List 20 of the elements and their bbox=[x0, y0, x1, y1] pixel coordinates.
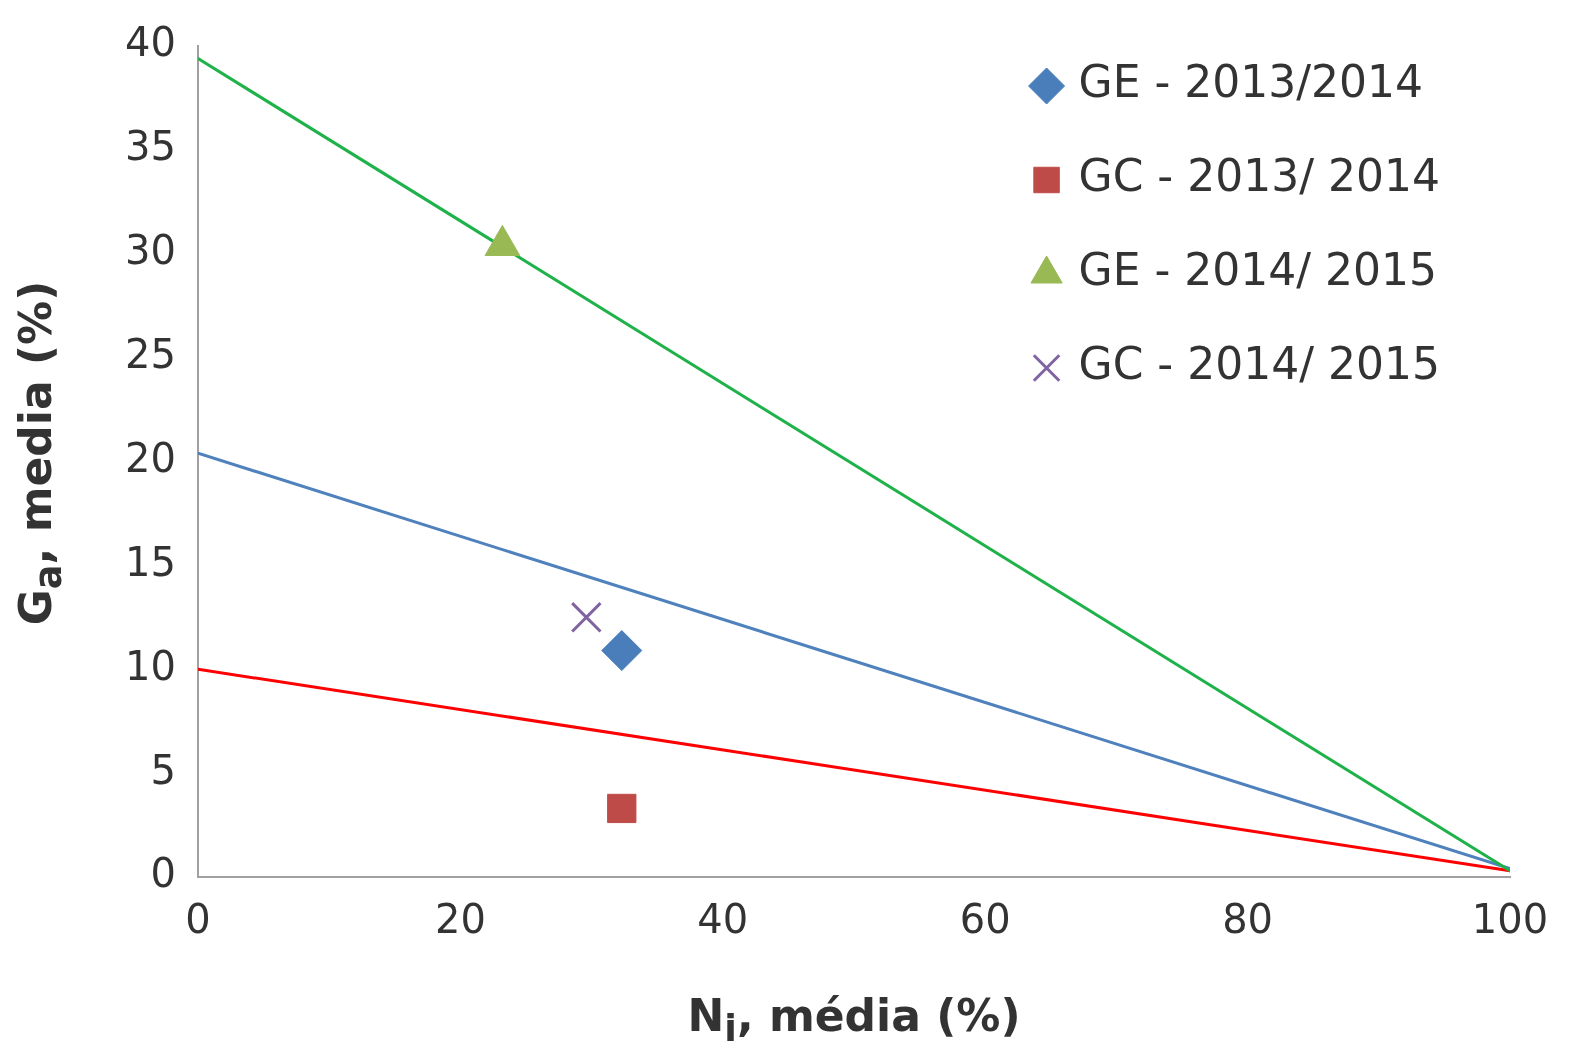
x-axis-title: N$_{i}$, média (%) bbox=[686, 990, 1022, 1050]
y-tick-label: 35 bbox=[125, 123, 176, 170]
x-tick-label: 20 bbox=[434, 896, 486, 943]
legend-label: GC - 2014/ 2015 bbox=[1078, 338, 1441, 390]
legend-label: GE - 2014/ 2015 bbox=[1078, 244, 1438, 296]
y-tick-label: 15 bbox=[125, 538, 176, 585]
legend-label: GC - 2013/ 2014 bbox=[1078, 150, 1441, 202]
x-tick-label: 80 bbox=[1222, 896, 1274, 943]
legend-label: GE - 2013/2014 bbox=[1078, 56, 1424, 108]
y-tick-label: 25 bbox=[125, 331, 176, 378]
y-tick-label: 40 bbox=[125, 19, 176, 66]
y-tick-label: 30 bbox=[125, 227, 176, 274]
y-tick-label: 5 bbox=[150, 746, 176, 793]
y-tick-label: 10 bbox=[125, 642, 176, 689]
x-tick-label: 60 bbox=[959, 896, 1011, 943]
x-tick-label: 0 bbox=[185, 896, 211, 943]
y-tick-label: 0 bbox=[150, 850, 176, 897]
x-tick-label: 100 bbox=[1471, 896, 1549, 943]
y-tick-label: 20 bbox=[125, 434, 176, 481]
x-tick-label: 40 bbox=[697, 896, 749, 943]
